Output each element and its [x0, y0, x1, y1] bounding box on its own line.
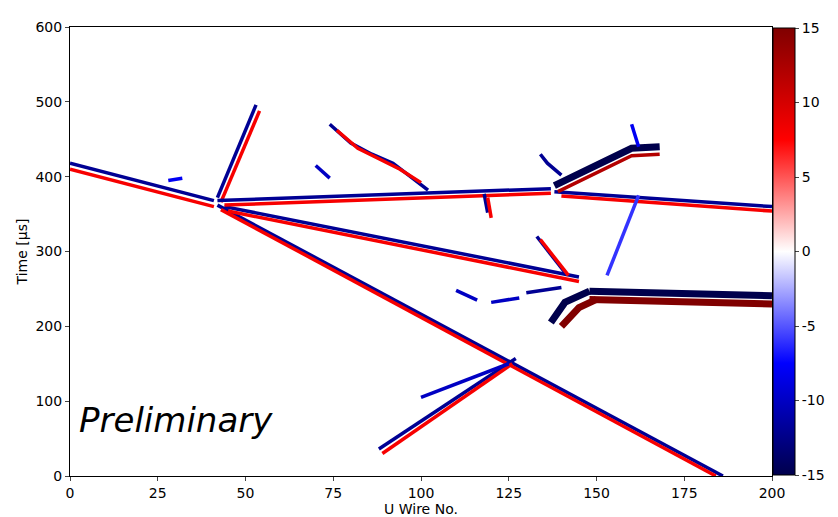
svg-text:-10: -10 — [802, 392, 825, 408]
svg-text:-15: -15 — [802, 467, 825, 483]
svg-text:10: 10 — [802, 94, 820, 110]
svg-text:300: 300 — [35, 243, 62, 259]
svg-text:5: 5 — [802, 169, 811, 185]
svg-text:Preliminary: Preliminary — [79, 400, 273, 440]
svg-text:150: 150 — [583, 485, 610, 501]
svg-text:125: 125 — [495, 485, 522, 501]
svg-text:100: 100 — [35, 393, 62, 409]
svg-text:400: 400 — [35, 169, 62, 185]
svg-text:15: 15 — [802, 20, 820, 36]
svg-text:U Wire No.: U Wire No. — [384, 501, 458, 517]
svg-text:75: 75 — [324, 485, 342, 501]
svg-text:-5: -5 — [802, 318, 816, 334]
svg-text:500: 500 — [35, 94, 62, 110]
svg-text:175: 175 — [671, 485, 698, 501]
svg-text:Time [μs]: Time [μs] — [14, 219, 30, 286]
svg-text:0: 0 — [802, 243, 811, 259]
svg-text:0: 0 — [66, 485, 75, 501]
svg-text:50: 50 — [237, 485, 255, 501]
svg-text:100: 100 — [408, 485, 435, 501]
svg-text:0: 0 — [53, 468, 62, 484]
svg-text:200: 200 — [35, 318, 62, 334]
svg-text:600: 600 — [35, 19, 62, 35]
svg-text:25: 25 — [149, 485, 167, 501]
svg-text:200: 200 — [759, 485, 786, 501]
